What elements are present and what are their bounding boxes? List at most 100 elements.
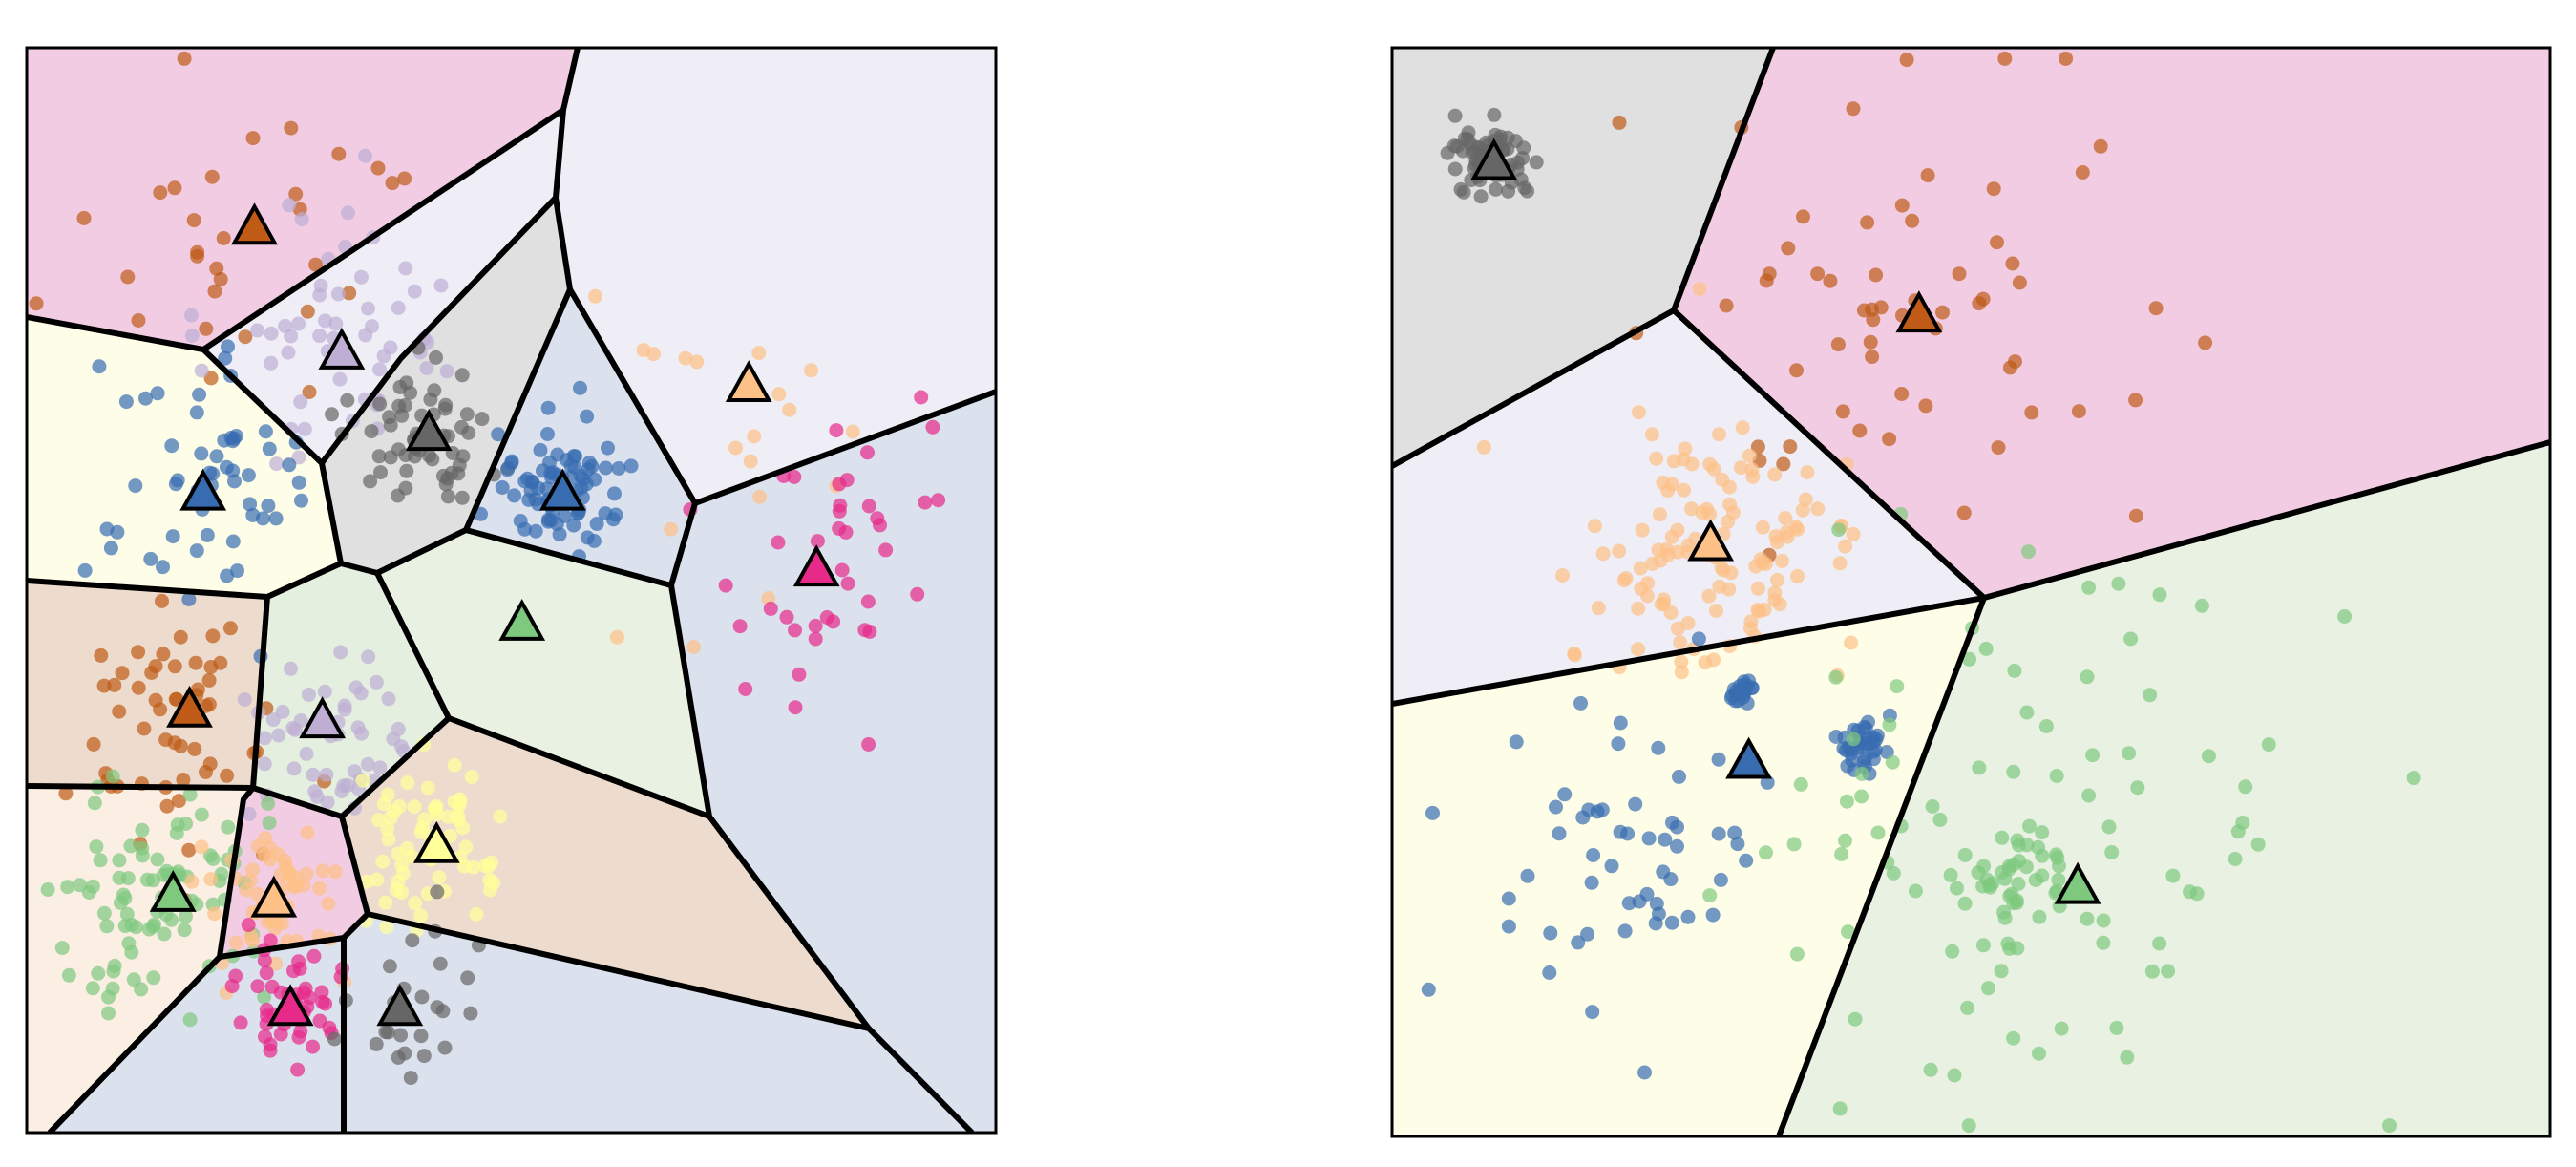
data-point	[385, 176, 400, 191]
data-point	[438, 397, 454, 413]
data-point	[407, 799, 422, 815]
data-point	[1844, 635, 1859, 650]
voronoi-cells	[1392, 48, 2550, 1136]
data-point	[2000, 936, 2016, 951]
data-point	[1692, 282, 1707, 297]
data-point	[845, 424, 860, 439]
data-point	[1637, 1065, 1652, 1080]
data-point	[407, 284, 422, 299]
data-point	[2096, 935, 2111, 950]
data-point	[1711, 826, 1726, 841]
data-point	[1838, 539, 1853, 554]
data-point	[623, 458, 639, 474]
data-point	[332, 371, 348, 387]
data-point	[1670, 544, 1685, 560]
data-point	[1790, 568, 1805, 584]
data-point	[1557, 787, 1573, 802]
data-point	[177, 923, 192, 938]
data-point	[87, 796, 102, 811]
data-point	[1885, 754, 1900, 770]
data-point	[738, 682, 753, 696]
data-point	[379, 920, 394, 935]
voronoi-boundary	[265, 561, 343, 600]
data-point	[533, 442, 548, 457]
data-point	[165, 529, 180, 544]
data-point	[2189, 886, 2205, 902]
data-point	[2111, 576, 2126, 591]
data-point	[460, 970, 475, 986]
data-point	[1997, 51, 2013, 66]
data-point	[580, 409, 595, 424]
data-point	[363, 474, 378, 489]
data-point	[264, 326, 279, 341]
data-point	[1947, 1068, 1962, 1083]
data-point	[408, 896, 423, 911]
data-point	[143, 551, 158, 566]
data-point	[1744, 462, 1760, 477]
data-point	[213, 271, 228, 286]
data-point	[370, 872, 385, 887]
data-point	[475, 412, 490, 427]
data-point	[1634, 581, 1649, 596]
data-point	[1841, 924, 1855, 940]
data-point	[91, 965, 106, 981]
data-point	[205, 852, 221, 866]
data-point	[1796, 209, 1810, 224]
data-point	[689, 354, 705, 370]
data-point	[440, 471, 455, 486]
data-point	[1631, 601, 1646, 616]
data-point	[507, 488, 522, 503]
data-point	[118, 394, 134, 410]
data-point	[399, 463, 414, 478]
data-point	[1978, 641, 1994, 656]
data-point	[227, 474, 242, 489]
data-point	[466, 859, 481, 875]
data-point	[1856, 753, 1871, 769]
right-panel-frame	[1390, 46, 2552, 1138]
data-point	[1848, 1011, 1863, 1027]
data-point	[209, 449, 224, 464]
data-point	[243, 873, 258, 888]
data-point	[121, 936, 137, 951]
data-point	[464, 770, 479, 784]
data-point	[1663, 605, 1679, 620]
data-point	[2085, 748, 2101, 763]
data-point	[1542, 965, 1557, 980]
data-point	[1908, 883, 1923, 899]
data-point	[1701, 588, 1717, 604]
data-point	[268, 956, 284, 971]
data-point	[544, 470, 560, 485]
data-point	[2109, 1020, 2124, 1035]
data-point	[2080, 911, 2095, 926]
data-point	[1641, 831, 1657, 846]
data-point	[1585, 1005, 1600, 1020]
data-point	[177, 51, 192, 66]
data-point	[271, 728, 286, 743]
data-point	[1713, 872, 1728, 887]
data-point	[194, 446, 209, 461]
data-point	[405, 933, 420, 948]
data-point	[1783, 439, 1798, 455]
data-point	[1501, 891, 1516, 906]
data-point	[1733, 460, 1748, 476]
data-point	[2019, 705, 2035, 720]
data-point	[364, 424, 379, 439]
data-point	[194, 807, 209, 822]
data-point	[2006, 1030, 2021, 1046]
data-point	[1651, 542, 1666, 558]
data-point	[257, 731, 272, 746]
data-point	[2028, 873, 2043, 887]
left-panel-frame	[25, 46, 998, 1135]
data-point	[315, 863, 330, 879]
data-point	[520, 471, 535, 486]
data-point	[394, 858, 410, 873]
data-point	[202, 756, 218, 772]
data-point	[156, 560, 170, 575]
data-point	[1789, 363, 1804, 378]
data-point	[1750, 603, 1765, 618]
data-point	[1894, 387, 1910, 401]
data-point	[459, 407, 475, 422]
data-point	[268, 511, 284, 526]
data-point	[469, 907, 484, 922]
